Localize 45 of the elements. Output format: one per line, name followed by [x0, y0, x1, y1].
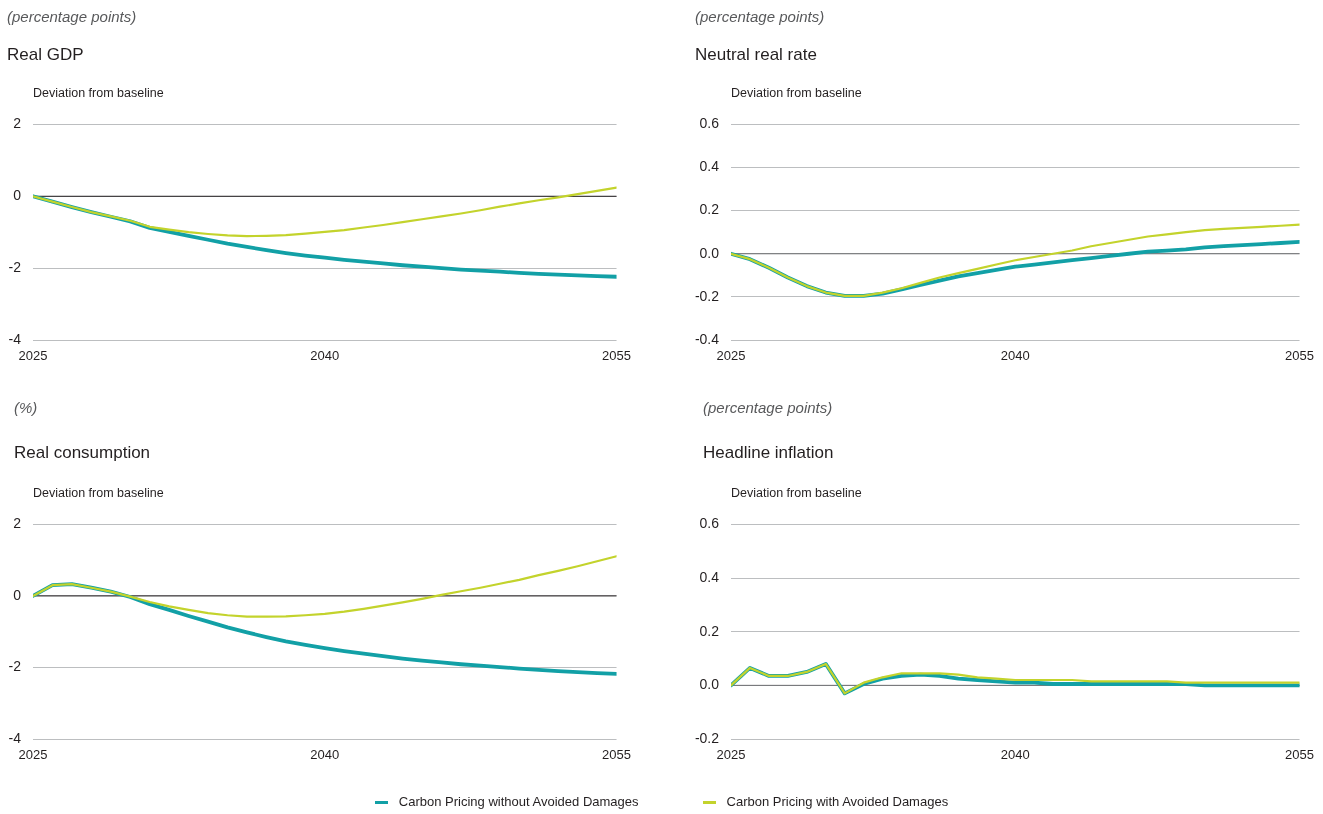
y-axis-title: Deviation from baseline: [731, 486, 862, 501]
chart-title: Neutral real rate: [695, 45, 817, 65]
x-tick-label: 2025: [716, 747, 746, 763]
chart-title: Real GDP: [7, 45, 84, 65]
y-tick-label: 0.2: [699, 622, 720, 639]
x-tick-label: 2055: [602, 348, 631, 364]
y-tick-label: -4: [8, 729, 22, 746]
y-tick-label: 0.6: [699, 515, 720, 532]
x-tick-label: 2040: [310, 348, 340, 364]
chart-subtitle: (percentage points): [7, 8, 137, 26]
y-tick-label: -0.4: [694, 330, 720, 347]
y-tick-label: 0.4: [699, 568, 720, 585]
y-tick-label: -2: [8, 258, 22, 275]
chart-subtitle: (percentage points): [703, 399, 833, 417]
x-tick-label: 2055: [1285, 348, 1314, 364]
y-tick-label: 0.0: [699, 244, 720, 261]
x-tick-label: 2055: [602, 747, 631, 763]
chart-subtitle: (%): [14, 399, 38, 417]
y-tick-label: 2: [13, 515, 22, 532]
y-tick-label: -4: [8, 330, 22, 347]
x-tick-label: 2040: [310, 747, 340, 763]
y-tick-label: 0: [13, 187, 22, 204]
chart-title: Real consumption: [14, 443, 151, 463]
x-tick-label: 2025: [716, 348, 746, 364]
y-tick-label: -2: [8, 658, 22, 675]
legend-label: Carbon Pricing with Avoided Damages: [726, 794, 949, 810]
x-tick-label: 2025: [18, 747, 48, 763]
y-tick-label: 0.2: [699, 201, 720, 218]
x-tick-label: 2055: [1285, 747, 1314, 763]
y-axis-title: Deviation from baseline: [33, 486, 164, 501]
y-tick-label: 0.4: [699, 158, 720, 175]
y-tick-label: -0.2: [694, 729, 720, 746]
y-tick-label: 0: [13, 586, 22, 603]
legend-label: Carbon Pricing without Avoided Damages: [398, 794, 639, 810]
y-tick-label: 0.6: [699, 115, 720, 132]
x-tick-label: 2025: [18, 348, 48, 364]
y-axis-title: Deviation from baseline: [33, 86, 164, 101]
y-axis-title: Deviation from baseline: [731, 86, 862, 101]
chart-subtitle: (percentage points): [695, 8, 825, 26]
x-tick-label: 2040: [1000, 348, 1030, 364]
chart-title: Headline inflation: [703, 443, 834, 463]
y-tick-label: 2: [13, 115, 22, 132]
y-tick-label: 0.0: [699, 676, 720, 693]
x-tick-label: 2040: [1000, 747, 1030, 763]
y-tick-label: -0.2: [694, 287, 720, 304]
